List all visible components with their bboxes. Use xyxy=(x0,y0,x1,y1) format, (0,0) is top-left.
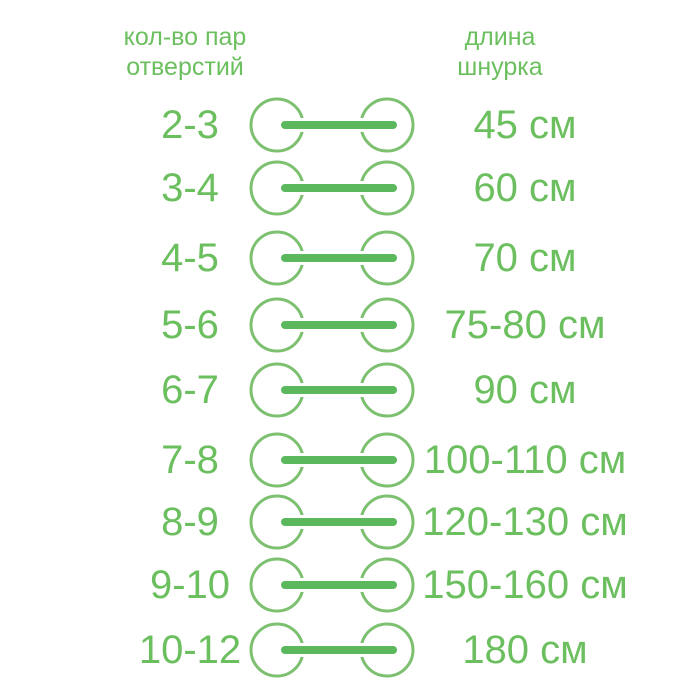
hole-pairs: 10-12 xyxy=(138,628,242,672)
hole-pairs: 4-5 xyxy=(161,236,219,280)
table-row: 9-10 150-160 см xyxy=(0,555,700,615)
header-lace-length: длина шнурка xyxy=(420,22,580,82)
eyelet-lace-icon xyxy=(249,97,415,153)
table-row: 6-7 90 см xyxy=(0,360,700,420)
hole-pairs: 6-7 xyxy=(161,368,219,412)
table-row: 10-12 180 см xyxy=(0,620,700,680)
hole-pairs: 7-8 xyxy=(161,438,219,482)
eyelet-lace-icon xyxy=(249,362,415,418)
eyelet-lace-icon xyxy=(249,494,415,550)
hole-pairs: 2-3 xyxy=(161,103,219,147)
lace-length: 45 см xyxy=(473,103,577,147)
eyelet-lace-icon xyxy=(249,230,415,286)
eyelet-lace-icon xyxy=(249,432,415,488)
table-row: 4-5 70 см xyxy=(0,228,700,288)
header-hole-pairs: кол-во пар отверстий xyxy=(95,22,275,82)
eyelet-lace-icon xyxy=(249,160,415,216)
lace-length: 100-110 см xyxy=(423,438,627,482)
lace-length: 75-80 см xyxy=(444,303,606,347)
lace-length: 150-160 см xyxy=(422,563,628,607)
lace-length: 70 см xyxy=(473,236,577,280)
eyelet-lace-icon xyxy=(249,297,415,353)
lace-length: 90 см xyxy=(473,368,577,412)
eyelet-lace-icon xyxy=(249,622,415,678)
header-line: шнурка xyxy=(457,53,543,81)
lace-length: 180 см xyxy=(462,628,588,672)
hole-pairs: 5-6 xyxy=(161,303,219,347)
hole-pairs: 8-9 xyxy=(161,500,219,544)
table-row: 7-8 100-110 см xyxy=(0,430,700,490)
hole-pairs: 3-4 xyxy=(161,166,219,210)
lace-length: 60 см xyxy=(473,166,577,210)
hole-pairs: 9-10 xyxy=(149,563,231,607)
lace-length: 120-130 см xyxy=(422,500,628,544)
table-row: 8-9 120-130 см xyxy=(0,492,700,552)
header-line: кол-во пар xyxy=(123,23,247,51)
header-line: отверстий xyxy=(126,53,244,81)
table-row: 3-4 60 см xyxy=(0,158,700,218)
table-row: 2-3 45 см xyxy=(0,95,700,155)
eyelet-lace-icon xyxy=(249,557,415,613)
header-line: длина xyxy=(464,23,536,51)
table-row: 5-6 75-80 см xyxy=(0,295,700,355)
